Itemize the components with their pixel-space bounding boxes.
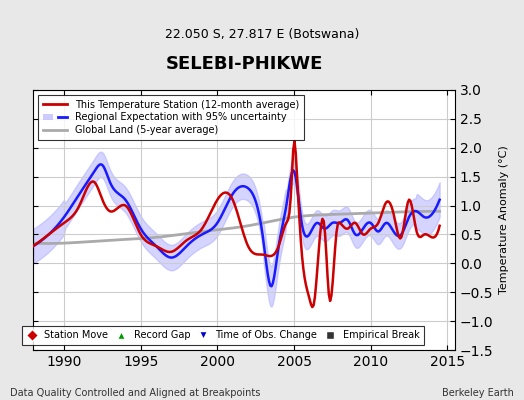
Legend: Station Move, Record Gap, Time of Obs. Change, Empirical Break: Station Move, Record Gap, Time of Obs. C… — [22, 326, 424, 345]
Title: SELEBI-PHIKWE: SELEBI-PHIKWE — [166, 55, 323, 73]
Text: Berkeley Earth: Berkeley Earth — [442, 388, 514, 398]
Text: Data Quality Controlled and Aligned at Breakpoints: Data Quality Controlled and Aligned at B… — [10, 388, 261, 398]
Text: 22.050 S, 27.817 E (Botswana): 22.050 S, 27.817 E (Botswana) — [165, 28, 359, 41]
Y-axis label: Temperature Anomaly (°C): Temperature Anomaly (°C) — [499, 146, 509, 294]
